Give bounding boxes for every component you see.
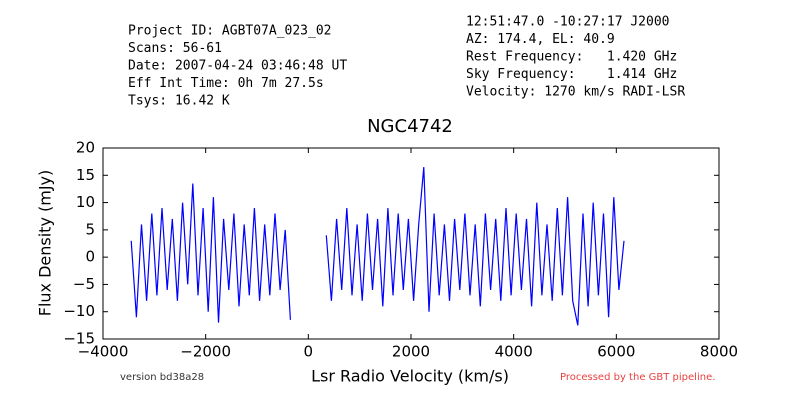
info-line: Scans: 56-61 [128,41,222,56]
info-line: Eff Int Time: 0h 7m 27.5s [128,76,324,91]
x-tick-label: −2000 [180,343,231,361]
version-note: version bd38a28 [120,372,204,383]
y-tick-label: −5 [73,275,95,293]
x-tick-label: 6000 [597,343,635,361]
pipeline-note: Processed by the GBT pipeline. [560,372,715,383]
info-line: Rest Frequency: 1.420 GHz [466,50,677,65]
info-line: Sky Frequency: 1.414 GHz [466,67,677,82]
x-tick-label: 4000 [495,343,533,361]
y-tick-label: 10 [76,193,95,211]
y-tick-label: −10 [63,302,95,320]
info-line: AZ: 174.4, EL: 40.9 [466,32,615,47]
y-tick-label: 20 [76,139,95,157]
x-axis-label: Lsr Radio Velocity (km/s) [311,367,509,386]
y-tick-label: 15 [76,166,95,184]
x-tick-label: 8000 [700,343,738,361]
y-tick-label: 0 [85,248,95,266]
info-line: Tsys: 16.42 K [128,94,230,109]
x-tick-label: −4000 [78,343,129,361]
chart-title: NGC4742 [367,116,453,137]
info-line: Project ID: AGBT07A_023_02 [128,24,332,39]
y-tick-label: 5 [85,220,95,238]
x-tick-label: 2000 [392,343,430,361]
y-tick-label: −15 [63,330,95,348]
info-line: Velocity: 1270 km/s RADI-LSR [466,85,685,100]
x-tick-label: 0 [304,343,314,361]
y-axis-label: Flux Density (mJy) [36,170,55,317]
info-line: Date: 2007-04-24 03:46:48 UT [128,59,347,74]
info-line: 12:51:47.0 -10:27:17 J2000 [466,15,670,30]
spectrum-line [130,167,625,326]
